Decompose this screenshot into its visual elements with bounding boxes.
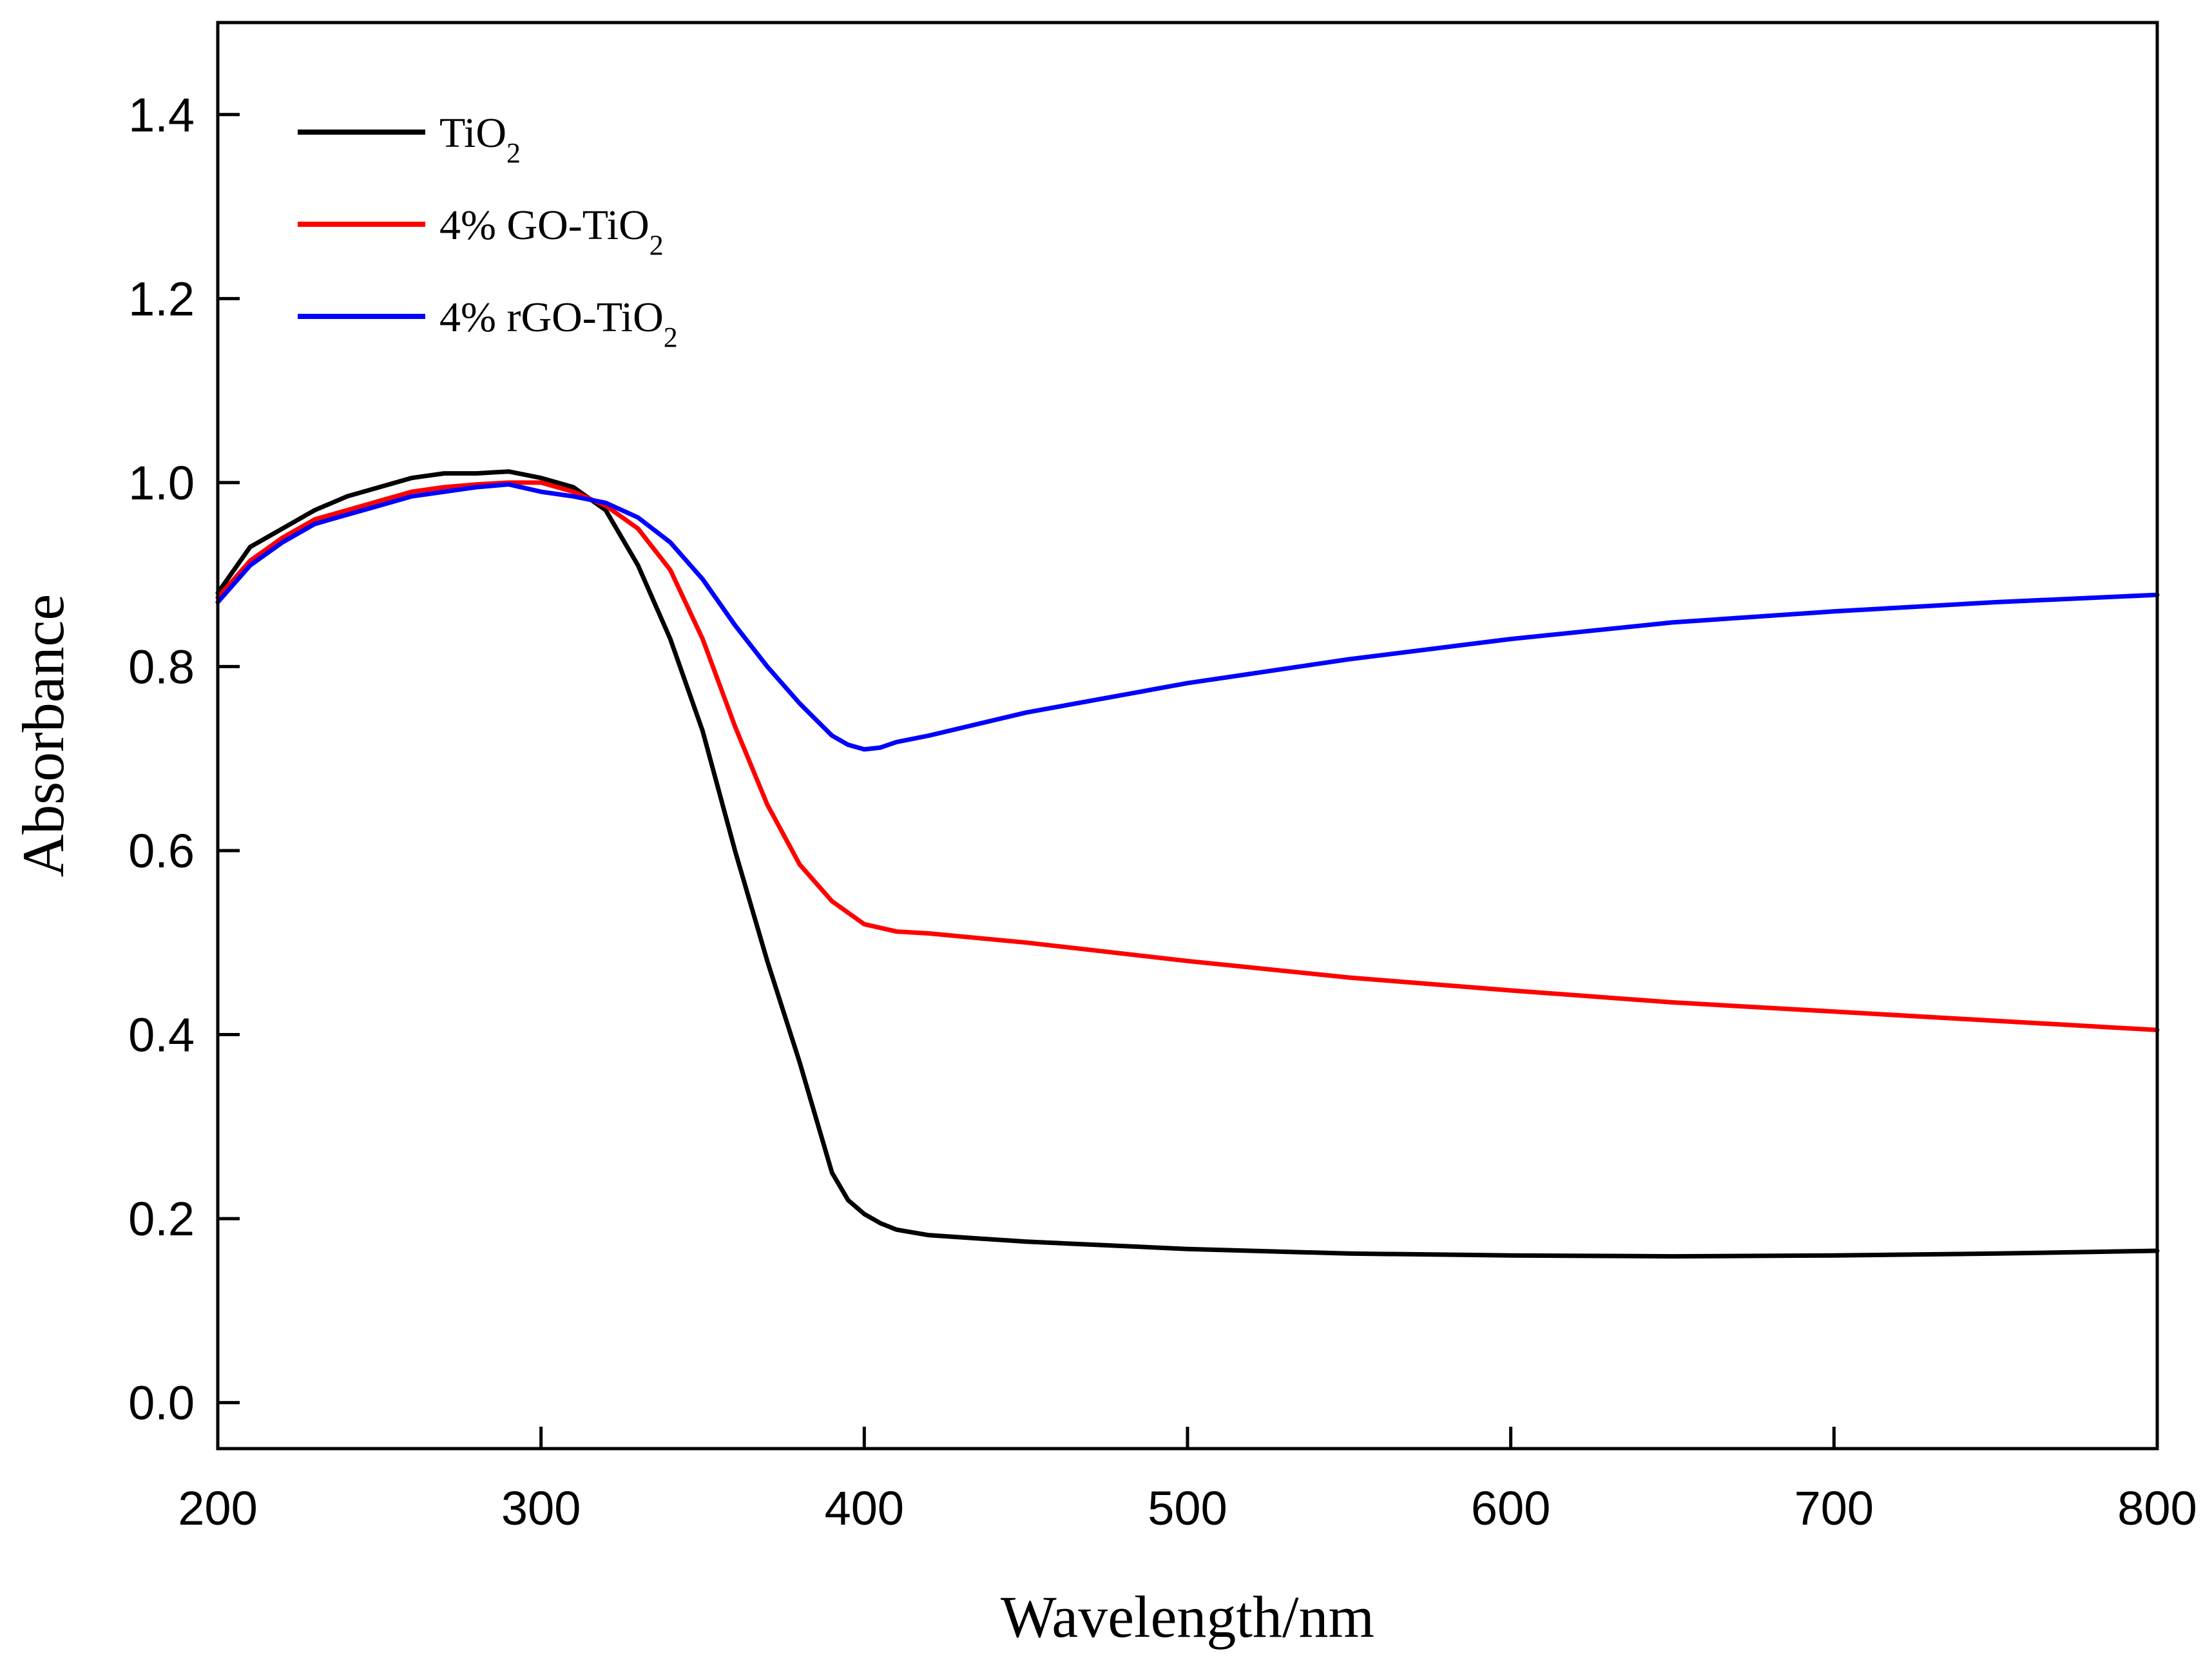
legend-label-text: TiO <box>439 110 506 157</box>
series-line-2 <box>215 482 2160 752</box>
x-tick-label: 400 <box>825 1481 904 1535</box>
plot-area <box>215 469 2160 1259</box>
legend-label-1: 4% GO-TiO2 <box>439 202 664 261</box>
legend-label-text: 4% rGO-TiO <box>439 294 664 341</box>
x-tick-label: 200 <box>178 1481 257 1535</box>
series-line-0 <box>215 469 2160 1259</box>
legend-label-subscript: 2 <box>664 322 678 353</box>
x-axis: 200 300 400 500 600 700 800 <box>178 1427 2197 1535</box>
x-tick-label: 700 <box>1794 1481 1874 1535</box>
y-tick-label: 1.4 <box>128 88 195 142</box>
y-tick-label: 0.4 <box>128 1008 195 1062</box>
y-tick-label: 0.6 <box>128 824 195 878</box>
y-tick-label: 0.8 <box>128 640 195 693</box>
y-axis-title: Absorbance <box>10 594 76 877</box>
y-axis: 0.0 0.2 0.4 0.6 0.8 1.0 1.2 1.4 <box>128 88 240 1430</box>
y-tick-label: 0.2 <box>128 1192 195 1246</box>
x-tick-label: 800 <box>2117 1481 2197 1535</box>
x-tick-label: 500 <box>1148 1481 1227 1535</box>
y-tick-label: 0.0 <box>128 1376 195 1430</box>
legend-label-0: TiO2 <box>439 110 521 169</box>
x-tick-label: 300 <box>501 1481 581 1535</box>
legend-label-2: 4% rGO-TiO2 <box>439 294 678 353</box>
legend-label-subscript: 2 <box>649 229 664 261</box>
legend-label-subscript: 2 <box>506 137 521 169</box>
legend-label-text: 4% GO-TiO <box>439 202 649 249</box>
x-axis-title: Wavelength/nm <box>1001 1584 1374 1650</box>
x-tick-label: 600 <box>1471 1481 1550 1535</box>
y-tick-label: 1.0 <box>128 456 195 510</box>
series-line-1 <box>215 480 2160 1032</box>
y-tick-label: 1.2 <box>128 272 195 325</box>
